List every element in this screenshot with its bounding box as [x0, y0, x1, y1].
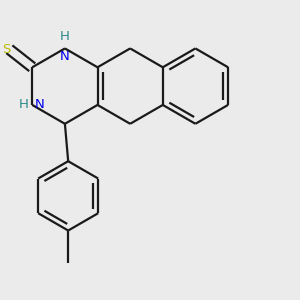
Text: H: H — [60, 30, 70, 43]
Text: S: S — [2, 43, 10, 56]
Text: N: N — [60, 50, 70, 63]
Text: N: N — [35, 98, 45, 112]
Text: H: H — [19, 98, 28, 112]
